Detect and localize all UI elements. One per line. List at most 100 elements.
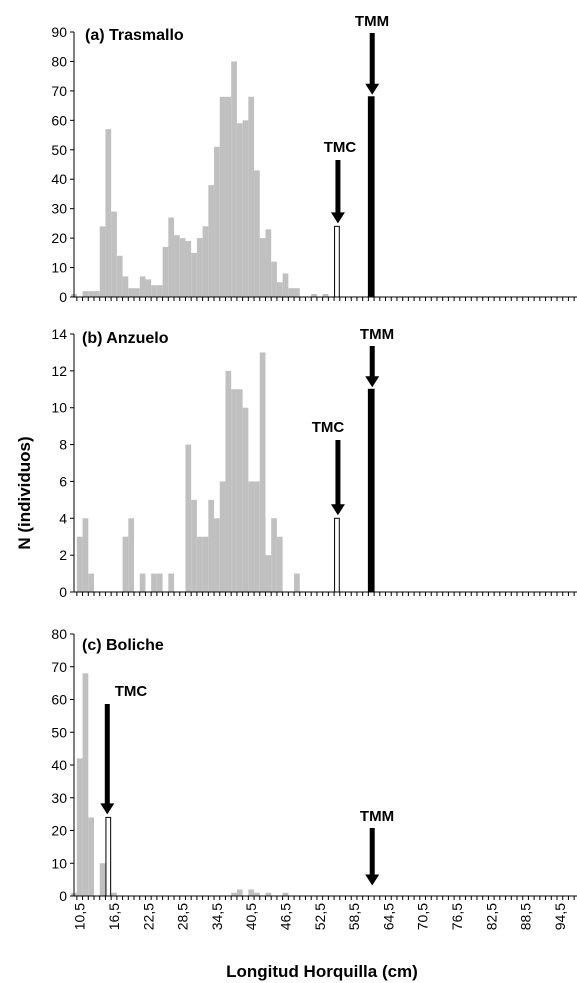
y-tick-label: 70 [51, 659, 67, 675]
x-axis-tick-labels: 10,5 16,5 22,5 28,5 34,5 40,5 46,5 52,5 58,5 64,5… [72, 903, 568, 930]
x-tick-label: 76,5 [449, 903, 465, 930]
bar [196, 536, 203, 592]
bar [151, 573, 157, 592]
bar [196, 238, 203, 297]
bar [134, 288, 140, 297]
bar [191, 499, 197, 592]
tmm-arrow-head [365, 874, 380, 886]
bar [202, 226, 209, 297]
bar [122, 536, 129, 592]
y-tick-label: 70 [51, 83, 67, 99]
bar [88, 291, 95, 297]
tmc-label: TMC [324, 139, 357, 156]
y-axis-title: N (individuos) [15, 436, 34, 549]
tmc-label: TMC [115, 683, 148, 700]
bar [156, 573, 163, 592]
y-tick-label: 10 [51, 855, 67, 871]
tmc-arrow-head [100, 803, 115, 815]
y-tick-label: 6 [59, 473, 67, 489]
bar [265, 892, 272, 896]
tmc-bar [105, 816, 112, 897]
y-tick-label: 2 [59, 547, 67, 563]
bar [225, 96, 232, 298]
bar [82, 518, 89, 592]
bar [322, 294, 329, 297]
y-tick-label: 4 [59, 510, 67, 526]
tmm-label: TMM [355, 13, 389, 30]
bar [162, 246, 169, 297]
tmc-arrow-head [330, 504, 345, 516]
y-tick-label: 30 [51, 790, 67, 806]
y-tick-label: 30 [51, 201, 67, 217]
y-tick-label: 20 [51, 823, 67, 839]
bar [76, 536, 83, 592]
bar [294, 288, 300, 297]
bar [231, 61, 237, 297]
bar [248, 481, 255, 592]
bar [214, 146, 220, 297]
bar [254, 481, 260, 592]
bar [208, 499, 215, 592]
y-tick-label: 60 [51, 112, 67, 128]
bar [128, 518, 135, 592]
x-tick-label: 82,5 [483, 903, 499, 930]
bar [276, 282, 283, 297]
x-tick-label: 34,5 [209, 903, 225, 930]
bar [168, 573, 175, 592]
x-tick-label: 52,5 [312, 903, 328, 930]
bar [294, 573, 300, 592]
y-tick-label: 50 [51, 142, 67, 158]
bar [145, 279, 152, 297]
x-tick-label: 64,5 [380, 903, 396, 930]
bar [174, 235, 180, 297]
bar [105, 129, 112, 297]
x-tick-label: 28,5 [175, 903, 191, 930]
bar [242, 120, 249, 297]
bar [94, 291, 100, 297]
bar [122, 276, 129, 297]
bar [82, 291, 89, 297]
panel-c: 0 10 20 30 40 50 60 70 80 (c) Boliche TMC TMM [51, 626, 577, 904]
bar [168, 217, 175, 297]
x-axis-title: Longitud Horquilla (cm) [226, 962, 418, 981]
y-tick-label: 12 [51, 363, 67, 379]
bar [265, 555, 272, 592]
bar [202, 536, 209, 592]
bar [259, 352, 266, 592]
bar [248, 96, 255, 298]
panel-b: 0 2 4 6 8 10 12 14 (b) Anzuelo TMC TMM [51, 326, 577, 600]
y-tick-label: 40 [51, 757, 67, 773]
bar [231, 389, 237, 592]
tmm-arrow-head [365, 376, 380, 388]
bar [282, 273, 289, 297]
bar [179, 238, 186, 297]
bar [288, 288, 295, 297]
x-tick-label: 22,5 [140, 903, 156, 930]
bar [248, 889, 255, 896]
bar [265, 229, 272, 297]
y-tick-label: 40 [51, 171, 67, 187]
bar [116, 255, 123, 297]
bar [236, 889, 243, 896]
x-tick-label: 70,5 [415, 903, 431, 930]
x-tick-label: 40,5 [243, 903, 259, 930]
tmm-bar [367, 96, 375, 298]
y-tick-label: 8 [59, 437, 67, 453]
bar [139, 573, 146, 592]
panel-title: (a) Trasmallo [85, 27, 184, 44]
tmm-arrow-head [365, 83, 380, 95]
tmc-arrow-head [330, 212, 345, 224]
tmc-label: TMC [312, 419, 345, 436]
bar [111, 211, 117, 297]
y-tick-label: 80 [51, 53, 67, 69]
x-tick-label: 46,5 [277, 903, 293, 930]
bar [128, 288, 135, 297]
y-tick-label: 14 [51, 326, 67, 342]
bar [76, 758, 83, 896]
y-tick-label: 20 [51, 230, 67, 246]
bar [236, 123, 243, 298]
y-tick-label: 60 [51, 692, 67, 708]
bar [225, 370, 232, 592]
y-tick-label: 0 [59, 289, 67, 305]
bar [208, 185, 215, 297]
